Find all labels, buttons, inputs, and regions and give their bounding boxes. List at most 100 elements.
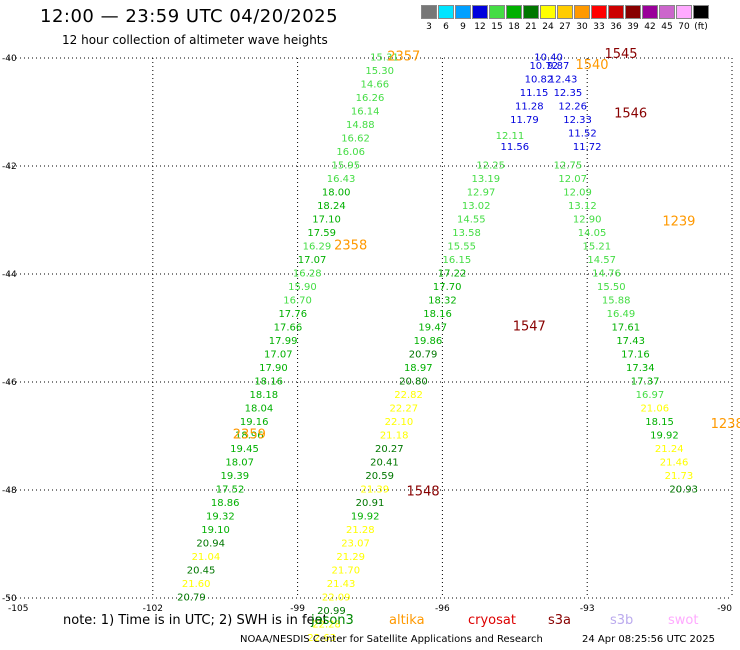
colorbar-swatch bbox=[540, 5, 556, 19]
swh-value-label: 18.15 bbox=[645, 417, 674, 428]
swh-value-label: 14.76 bbox=[592, 269, 621, 280]
swh-value-label: 21.43 bbox=[327, 579, 356, 590]
colorbar-label: 33 bbox=[593, 22, 605, 32]
swh-value-label: 18.86 bbox=[211, 498, 240, 509]
colorbar-swatch bbox=[472, 5, 488, 19]
swh-value-label: 20.94 bbox=[196, 539, 225, 550]
swh-value-label: 16.29 bbox=[303, 242, 332, 253]
swh-value-label: 20.91 bbox=[356, 498, 385, 509]
colorbar-label: 24 bbox=[542, 22, 554, 32]
swh-value-label: 16.06 bbox=[336, 147, 365, 158]
swh-value-label: 15.31 bbox=[370, 53, 399, 64]
swh-value-label: 22.82 bbox=[394, 390, 423, 401]
mission-label-swot: swot bbox=[668, 613, 699, 628]
swh-value-label: 12.43 bbox=[549, 74, 578, 85]
swh-value-label: 18.24 bbox=[317, 201, 346, 212]
colorbar-label: 36 bbox=[610, 22, 622, 32]
swh-value-label: 17.07 bbox=[264, 350, 293, 361]
swh-value-label: 16.14 bbox=[351, 107, 380, 118]
swh-value-label: 20.79 bbox=[177, 593, 206, 604]
swh-value-label: 15.21 bbox=[583, 242, 612, 253]
time-label: 1238 bbox=[711, 417, 740, 432]
swh-value-label: 13.02 bbox=[462, 201, 491, 212]
time-label: 2359 bbox=[233, 428, 266, 443]
swh-value-label: 16.43 bbox=[327, 174, 356, 185]
colorbar-swatch bbox=[523, 5, 539, 19]
time-label: 1239 bbox=[662, 214, 695, 229]
swh-value-label: 13.19 bbox=[472, 174, 501, 185]
colorbar-swatch bbox=[642, 5, 658, 19]
swh-value-label: 14.05 bbox=[578, 228, 607, 239]
swh-value-label: 9.87 bbox=[547, 61, 569, 72]
swh-value-label: 20.45 bbox=[187, 566, 216, 577]
colorbar-label: 12 bbox=[474, 22, 486, 32]
x-tick-label: -96 bbox=[435, 604, 450, 614]
swh-value-label: 11.56 bbox=[500, 142, 529, 153]
swh-value-label: 11.28 bbox=[515, 101, 544, 112]
swh-value-label: 16.49 bbox=[607, 309, 636, 320]
swh-value-label: 19.47 bbox=[418, 323, 447, 334]
swh-value-label: 13.58 bbox=[452, 228, 481, 239]
swh-value-label: 21.28 bbox=[346, 525, 375, 536]
swh-value-label: 10.82 bbox=[525, 74, 554, 85]
swh-value-label: 23.07 bbox=[341, 539, 370, 550]
swh-value-label: 20.93 bbox=[669, 485, 698, 496]
swh-value-label: 21.46 bbox=[660, 458, 689, 469]
swh-value-label: 21.18 bbox=[380, 431, 409, 442]
colorbar-swatch bbox=[489, 5, 505, 19]
swh-value-label: 18.96 bbox=[235, 431, 264, 442]
swh-value-label: 15.90 bbox=[288, 282, 317, 293]
colorbar-swatch bbox=[676, 5, 692, 19]
swh-value-label: 17.34 bbox=[626, 363, 655, 374]
swh-value-label: 17.22 bbox=[438, 269, 467, 280]
footnote: note: 1) Time is in UTC; 2) SWH is in fe… bbox=[63, 613, 328, 628]
swh-value-label: 12.35 bbox=[554, 88, 583, 99]
swh-value-label: 12.33 bbox=[563, 115, 592, 126]
swh-value-label: 17.70 bbox=[433, 282, 462, 293]
swh-value-label: 14.88 bbox=[346, 120, 375, 131]
swh-value-label: 11.79 bbox=[510, 115, 539, 126]
swh-value-label: 10.40 bbox=[534, 53, 563, 64]
swh-value-label: 18.32 bbox=[428, 296, 457, 307]
y-tick-label: -40 bbox=[2, 54, 17, 64]
swh-value-label: 17.90 bbox=[259, 363, 288, 374]
generated-timestamp: 24 Apr 08:25:56 UTC 2025 bbox=[582, 634, 715, 645]
swh-value-label: 17.66 bbox=[274, 323, 303, 334]
colorbar-label: 21 bbox=[525, 22, 537, 32]
time-label: 1540 bbox=[575, 58, 608, 73]
colorbar-label: 9 bbox=[460, 22, 466, 32]
swh-value-label: 18.18 bbox=[249, 390, 278, 401]
swh-value-label: 15.30 bbox=[365, 66, 394, 77]
colorbar-swatch bbox=[608, 5, 624, 19]
colorbar-swatch bbox=[506, 5, 522, 19]
mission-label-jason3: jason3 bbox=[311, 613, 354, 628]
swh-value-label: 19.39 bbox=[221, 471, 250, 482]
y-tick-label: -42 bbox=[2, 162, 17, 172]
swh-value-label: 16.70 bbox=[283, 296, 312, 307]
swh-value-label: 21.73 bbox=[665, 471, 694, 482]
mission-label-altika: altika bbox=[389, 613, 425, 628]
y-tick-label: -46 bbox=[2, 378, 17, 388]
time-label: 1545 bbox=[604, 47, 637, 62]
swh-value-label: 17.76 bbox=[278, 309, 307, 320]
colorbar-label: 70 bbox=[678, 22, 690, 32]
swh-value-label: 22.28 bbox=[312, 620, 341, 631]
swh-value-label: 15.50 bbox=[597, 282, 626, 293]
swh-value-label: 11.72 bbox=[573, 142, 602, 153]
colorbar-swatch bbox=[693, 5, 709, 19]
mission-label-s3b: s3b bbox=[610, 613, 634, 628]
swh-value-label: 22.09 bbox=[322, 593, 351, 604]
swh-value-label: 17.16 bbox=[621, 350, 650, 361]
time-label: 2358 bbox=[334, 239, 367, 254]
colorbar-label: 30 bbox=[576, 22, 588, 32]
swh-value-label: 17.99 bbox=[269, 336, 298, 347]
swh-value-label: 20.99 bbox=[317, 606, 346, 617]
swh-value-label: 22.27 bbox=[389, 404, 418, 415]
colorbar-swatch bbox=[574, 5, 590, 19]
page-title: 12:00 — 23:59 UTC 04/20/2025 bbox=[40, 6, 339, 27]
colorbar-swatch bbox=[455, 5, 471, 19]
swh-value-label: 18.16 bbox=[254, 377, 283, 388]
colorbar-label: 27 bbox=[559, 22, 571, 32]
time-label: 1546 bbox=[614, 106, 647, 121]
swh-value-label: 19.86 bbox=[414, 336, 443, 347]
